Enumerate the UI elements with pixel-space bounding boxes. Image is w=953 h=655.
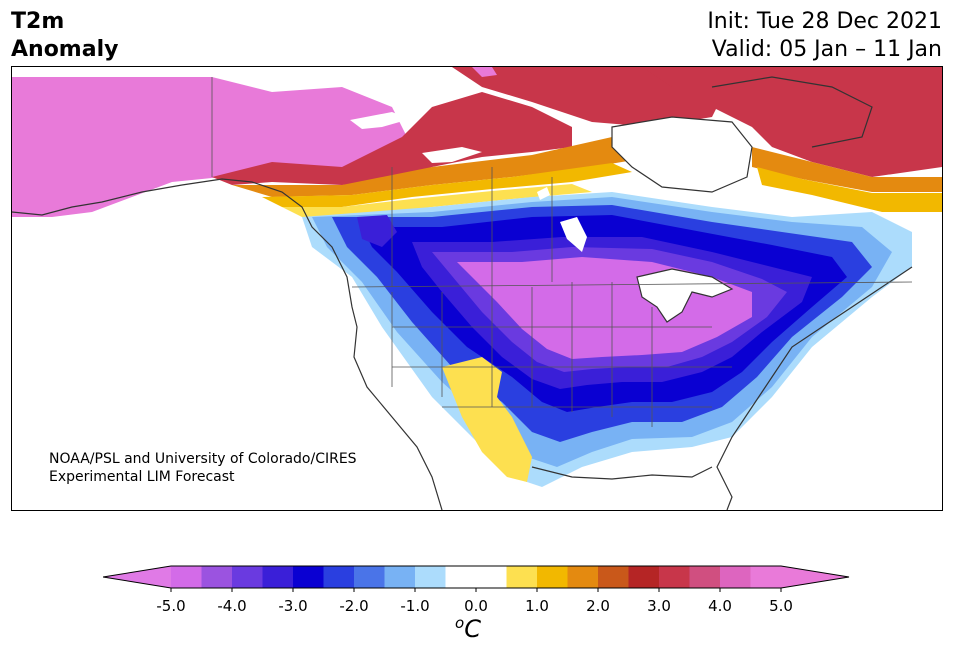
yukon-crimson-band — [212, 92, 572, 185]
valid-date: Valid: 05 Jan – 11 Jan — [711, 37, 942, 62]
colorbar-tick-label: -3.0 — [278, 597, 308, 615]
forecast-dates: Init: Tue 28 Dec 2021 Valid: 05 Jan – 11… — [707, 8, 942, 64]
colorbar-segment — [232, 566, 263, 588]
colorbar-extend-low — [103, 566, 171, 588]
colorbar-segment — [262, 566, 294, 588]
colorbar-segment — [476, 566, 507, 588]
colorbar-segment — [628, 566, 660, 588]
quebec-orange-band — [752, 147, 942, 192]
colorbar-segment — [567, 566, 599, 588]
colorbar-segment — [598, 566, 629, 588]
colorbar-extend-high — [781, 566, 849, 588]
credit-text: NOAA/PSL and University of Colorado/CIRE… — [49, 450, 357, 486]
great-slave-lake — [422, 147, 482, 163]
colorbar-segment — [659, 566, 690, 588]
colorbar-segment — [506, 566, 538, 588]
colorbar-tick-label: 1.0 — [525, 597, 549, 615]
variable-subtitle: Anomaly — [11, 37, 119, 62]
lake-winnipeg — [560, 217, 587, 252]
colorbar-segment — [415, 566, 446, 588]
colorbar-tick-label: 5.0 — [769, 597, 793, 615]
colorbar-tick-label: -4.0 — [217, 597, 247, 615]
anomaly-map: NOAA/PSL and University of Colorado/CIRE… — [11, 66, 943, 511]
colorbar-segment — [171, 566, 202, 588]
map-canvas — [12, 67, 942, 510]
canada-yellow-band — [282, 184, 592, 217]
canada-orange-band — [232, 137, 652, 197]
colorbar-tick-label: 3.0 — [647, 597, 671, 615]
colorbar-tick-label: -1.0 — [400, 597, 430, 615]
canada-gold-band — [262, 163, 632, 207]
colorbar-segment — [445, 566, 477, 588]
colorbar-tick-label: 2.0 — [586, 597, 610, 615]
southwest-warm-blob — [442, 357, 532, 482]
cold-pocket-west — [357, 215, 397, 247]
colorbar-segment — [689, 566, 721, 588]
great-bear-lake — [350, 112, 410, 129]
great-lakes — [636, 268, 734, 323]
colorbar-segment — [720, 566, 751, 588]
colorbar-tick-label: -2.0 — [339, 597, 369, 615]
quebec-gold-band — [757, 167, 942, 212]
east-coast — [716, 266, 913, 510]
alaska-coast — [12, 178, 443, 510]
map-title: T2m Anomaly — [11, 8, 118, 64]
variable-name: T2m — [11, 9, 65, 34]
colorbar-segment — [750, 566, 782, 588]
colorbar-segment — [384, 566, 416, 588]
colorbar-tick-label: 4.0 — [708, 597, 732, 615]
greenland-edge-pink — [472, 67, 497, 77]
hudson-bay — [611, 116, 753, 193]
state-borders — [211, 77, 913, 427]
baffin-island-coast — [711, 76, 873, 148]
unit-label: oC — [455, 614, 481, 643]
credit-line-2: Experimental LIM Forecast — [49, 469, 235, 485]
colorbar-segment — [537, 566, 568, 588]
colorbar — [103, 565, 850, 592]
credit-line-1: NOAA/PSL and University of Colorado/CIRE… — [49, 451, 357, 467]
colorbar-segment — [201, 566, 233, 588]
colorbar-tick-label: 0.0 — [464, 597, 488, 615]
unit-prefix: o — [455, 614, 465, 632]
gulf-coast — [531, 466, 713, 480]
colorbar-tick-label: -5.0 — [156, 597, 186, 615]
init-date: Init: Tue 28 Dec 2021 — [707, 9, 942, 34]
colorbar-segment — [293, 566, 324, 588]
colorbar-segment — [323, 566, 355, 588]
lake-athabasca — [537, 187, 550, 200]
arctic-red-region — [452, 67, 732, 127]
colorbar-segment — [354, 566, 385, 588]
quebec-red-region — [642, 67, 942, 177]
unit-symbol: C — [464, 615, 481, 643]
